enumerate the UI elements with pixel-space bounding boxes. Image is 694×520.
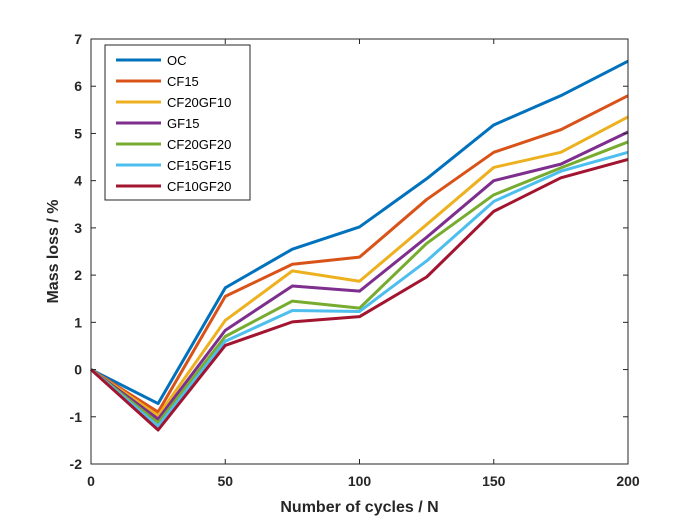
x-axis-label: Number of cycles / N	[280, 499, 438, 516]
series-line-gf15	[90, 130, 629, 421]
x-tick-label: 0	[87, 473, 95, 489]
legend-label: CF15	[167, 74, 199, 89]
series-layer	[89, 59, 629, 432]
y-tick-label: 2	[74, 267, 82, 283]
series-line-cf15gf15	[90, 150, 629, 428]
y-tick-label: -1	[70, 409, 83, 425]
axes-layer: 0 50 100 150 200 -2 -1 0 1 2 3 4 5 6 7	[70, 31, 640, 489]
series-line-cf15	[90, 94, 629, 414]
x-tick-label: 100	[348, 473, 372, 489]
x-tick-label: 150	[482, 473, 506, 489]
series-line-cf10gf20	[89, 157, 629, 432]
y-tick-label: 7	[74, 31, 82, 47]
y-tick-label: 4	[74, 173, 82, 189]
legend-label: CF20GF20	[167, 137, 231, 152]
y-tick-label: 0	[74, 362, 82, 378]
series-line-cf20gf20	[90, 140, 629, 425]
y-tick-label: 3	[74, 220, 82, 236]
legend-label: CF20GF10	[167, 95, 231, 110]
y-tick-label: 1	[74, 314, 82, 330]
y-axis-label: Mass loss / %	[45, 199, 62, 303]
series-line-cf20gf10	[90, 115, 629, 418]
legend-label: OC	[167, 53, 187, 68]
series-line-oc	[90, 59, 629, 406]
y-tick-label: 6	[74, 78, 82, 94]
x-tick-label: 200	[616, 473, 640, 489]
y-tick-label: -2	[70, 456, 83, 472]
legend-label: GF15	[167, 116, 200, 131]
x-tick-label: 50	[217, 473, 233, 489]
legend-label: CF10GF20	[167, 179, 231, 194]
y-tick-label: 5	[74, 125, 82, 141]
legend-label: CF15GF15	[167, 158, 231, 173]
legend: OC CF15 CF20GF10 GF15 CF20GF20 CF15GF15 CF10GF…	[104, 44, 251, 201]
